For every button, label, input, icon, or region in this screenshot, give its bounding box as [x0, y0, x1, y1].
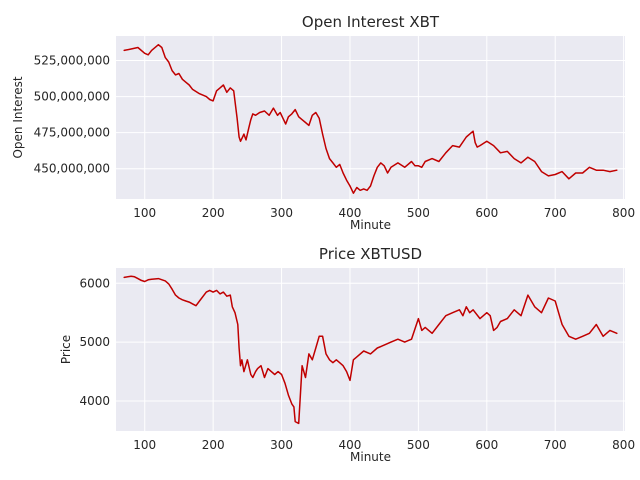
oi-x-tick-label: 800 [612, 206, 635, 220]
oi-series-line [123, 43, 618, 194]
price-x-tick-label: 100 [133, 438, 156, 452]
oi-plot-area [116, 36, 625, 199]
open-interest-chart: 100 200 300 400 500 600 700 800 450,000,000 475,0… [11, 13, 635, 232]
price-x-tick-label: 200 [202, 438, 225, 452]
price-x-axis-label: Minute [350, 450, 391, 464]
price-y-axis-label: Price [59, 335, 73, 364]
price-x-tick-label: 300 [270, 438, 293, 452]
price-y-tick-label: 6000 [79, 276, 110, 290]
price-series-line [123, 275, 618, 425]
oi-x-tick-label: 500 [407, 206, 430, 220]
oi-x-tick-label: 200 [202, 206, 225, 220]
oi-y-tick-label: 525,000,000 [34, 54, 110, 68]
price-x-tick-label: 700 [544, 438, 567, 452]
oi-x-tick-label: 300 [270, 206, 293, 220]
oi-x-tick-label: 100 [133, 206, 156, 220]
price-chart: 100 200 300 400 500 600 700 800 4000 5000 6000 Pric… [59, 245, 635, 464]
oi-x-tick-label: 400 [339, 206, 362, 220]
oi-chart-title: Open Interest XBT [302, 13, 440, 31]
price-x-tick-label: 500 [407, 438, 430, 452]
oi-x-axis-label: Minute [350, 218, 391, 232]
oi-y-tick-label: 450,000,000 [34, 162, 110, 176]
price-x-tick-label: 600 [475, 438, 498, 452]
price-y-tick-label: 4000 [79, 394, 110, 408]
oi-y-tick-label: 500,000,000 [34, 90, 110, 104]
price-chart-title: Price XBTUSD [319, 245, 422, 263]
price-x-tick-label: 800 [612, 438, 635, 452]
oi-x-tick-label: 700 [544, 206, 567, 220]
price-plot-area [116, 268, 625, 431]
price-x-tick-label: 400 [339, 438, 362, 452]
price-y-tick-label: 5000 [79, 335, 110, 349]
oi-y-axis-label: Open Interest [11, 76, 25, 158]
oi-y-tick-label: 475,000,000 [34, 126, 110, 140]
oi-x-tick-label: 600 [475, 206, 498, 220]
